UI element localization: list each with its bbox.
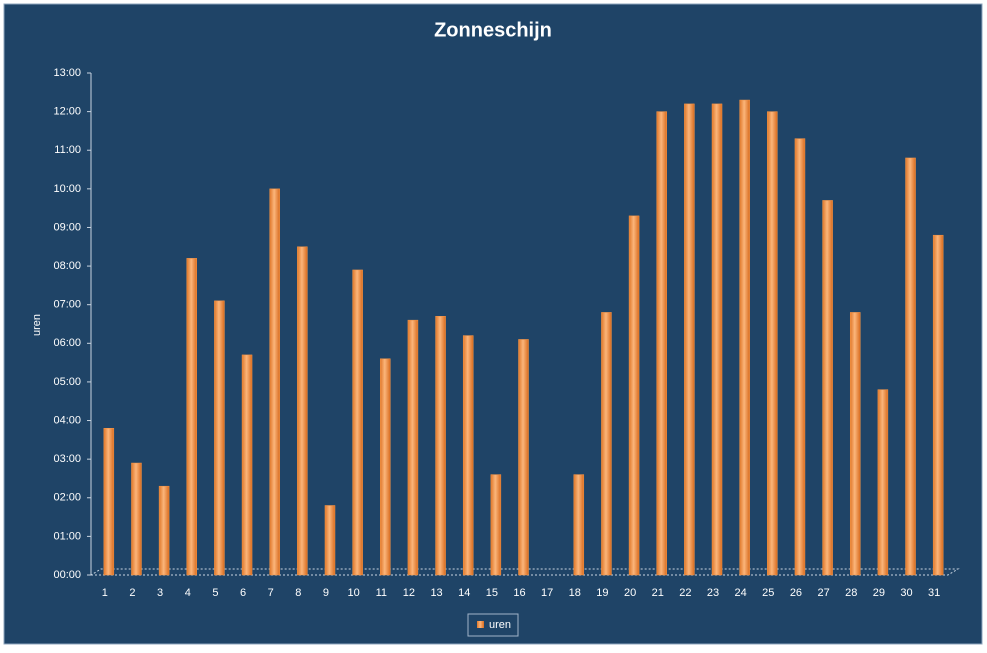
bar [131, 462, 142, 576]
bar [822, 200, 833, 576]
y-tick-label: 08:00 [53, 260, 81, 272]
x-tick-label: 24 [735, 587, 747, 599]
bar [932, 234, 944, 576]
bar [601, 312, 612, 576]
x-tick-label: 29 [873, 587, 885, 599]
x-tick-label: 6 [240, 587, 246, 599]
bar [684, 103, 695, 576]
x-tick-label: 22 [679, 587, 691, 599]
x-tick-label: 7 [268, 587, 274, 599]
bar [324, 505, 336, 576]
bar [214, 300, 225, 576]
x-tick-label: 19 [596, 587, 608, 599]
bar [877, 389, 889, 576]
bar [269, 188, 280, 576]
bar [158, 485, 170, 576]
chart-title: Zonneschijn [434, 19, 552, 41]
x-tick-label: 15 [486, 587, 498, 599]
x-tick-label: 18 [569, 587, 581, 599]
y-tick-label: 12:00 [53, 106, 81, 118]
x-tick-label: 30 [900, 587, 912, 599]
y-tick-label: 09:00 [53, 221, 81, 233]
x-tick-label: 1 [102, 587, 108, 599]
bar [352, 269, 363, 576]
x-tick-label: 13 [430, 587, 442, 599]
x-tick-label: 25 [762, 587, 774, 599]
y-tick-label: 13:00 [53, 67, 81, 79]
x-tick-label: 9 [323, 587, 329, 599]
y-tick-label: 06:00 [53, 337, 81, 349]
y-tick-label: 04:00 [53, 414, 81, 426]
x-tick-label: 3 [157, 587, 163, 599]
legend-box [467, 613, 519, 637]
bar [435, 316, 446, 576]
bar [628, 215, 640, 576]
bar [905, 157, 916, 576]
bar [297, 246, 308, 576]
x-tick-label: 4 [185, 587, 191, 599]
bar [767, 111, 778, 576]
bar [407, 319, 419, 576]
bar [186, 258, 198, 576]
x-tick-label: 16 [513, 587, 525, 599]
x-tick-label: 14 [458, 587, 470, 599]
x-tick-label: 28 [845, 587, 857, 599]
bar [656, 111, 667, 576]
x-tick-label: 5 [212, 587, 218, 599]
y-tick-label: 01:00 [53, 530, 81, 542]
bar [103, 428, 115, 576]
x-tick-label: 10 [348, 587, 360, 599]
bar [462, 335, 474, 576]
x-tick-label: 20 [624, 587, 636, 599]
bar [490, 474, 502, 576]
bar [849, 312, 861, 576]
legend-label: uren [489, 619, 511, 631]
bar [518, 339, 529, 576]
x-tick-label: 23 [707, 587, 719, 599]
y-tick-label: 03:00 [53, 453, 81, 465]
x-tick-label: 31 [928, 587, 940, 599]
y-axis-label: uren [31, 314, 43, 336]
x-tick-label: 27 [817, 587, 829, 599]
y-tick-label: 11:00 [54, 144, 81, 156]
x-tick-label: 11 [376, 587, 387, 599]
y-tick-label: 10:00 [53, 183, 81, 195]
x-tick-label: 2 [129, 587, 135, 599]
y-tick-label: 02:00 [53, 492, 81, 504]
y-tick-label: 00:00 [53, 569, 81, 581]
bar [573, 474, 585, 576]
x-tick-label: 26 [790, 587, 802, 599]
x-tick-label: 21 [652, 587, 664, 599]
bar [739, 99, 750, 576]
legend-swatch [477, 621, 484, 628]
bar [794, 138, 806, 576]
x-tick-label: 12 [403, 587, 415, 599]
x-tick-label: 8 [295, 587, 301, 599]
floor [89, 568, 960, 576]
bar [380, 358, 391, 576]
plot: 00:00 01:00 02:00 03:00 04:00 05:00 06:00 07:00… [53, 67, 960, 599]
bar [711, 103, 723, 576]
bar [241, 354, 253, 576]
y-tick-label: 05:00 [53, 376, 81, 388]
y-tick-label: 07:00 [53, 299, 81, 311]
x-tick-label: 17 [541, 587, 553, 599]
